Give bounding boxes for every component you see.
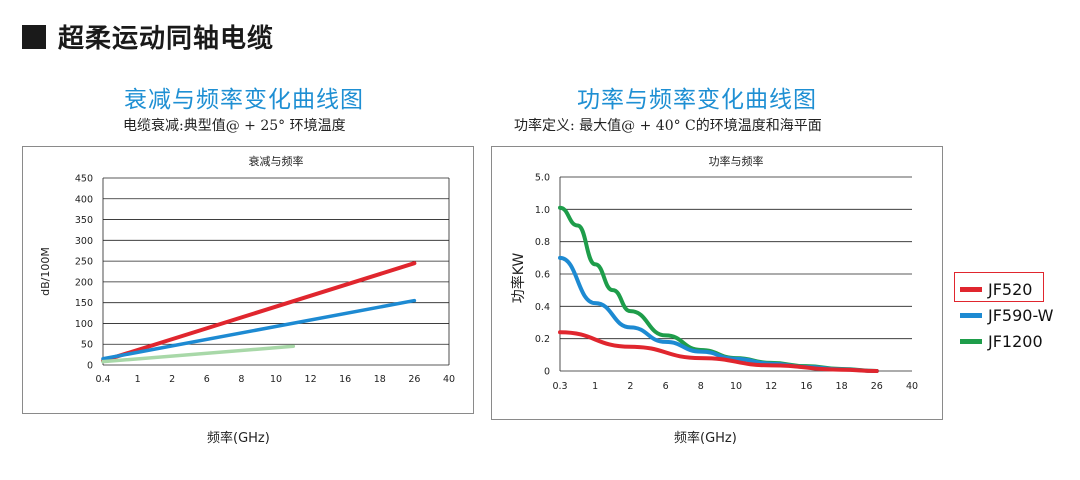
legend-swatch-jf590w — [960, 313, 982, 318]
x-tick-label: 10 — [730, 381, 742, 392]
x-tick-label: 1 — [135, 374, 141, 385]
legend-label-jf520: JF520 — [988, 280, 1033, 299]
attenuation-x-axis-label: 频率(GHz) — [207, 431, 270, 446]
x-tick-label: 26 — [408, 374, 420, 385]
x-tick-label: 2 — [627, 381, 633, 392]
series-line-jf1200 — [101, 344, 296, 364]
x-tick-label: 0.4 — [95, 374, 110, 385]
legend-label-jf1200: JF1200 — [988, 332, 1043, 351]
series-line-jf590-w — [558, 255, 879, 373]
y-tick-label: 100 — [75, 319, 93, 330]
section-header: 超柔运动同轴电缆 — [22, 18, 274, 55]
x-tick-label: 26 — [871, 381, 883, 392]
y-tick-label: 450 — [75, 174, 93, 185]
y-tick-label: 200 — [75, 277, 93, 288]
legend-highlight-box — [954, 272, 1044, 302]
y-tick-label: 300 — [75, 236, 93, 247]
x-tick-label: 16 — [339, 374, 351, 385]
x-tick-label: 18 — [374, 374, 386, 385]
x-tick-label: 6 — [663, 381, 669, 392]
x-tick-label: 10 — [270, 374, 282, 385]
x-tick-label: 2 — [169, 374, 175, 385]
y-axis-label: dB/100M — [39, 247, 52, 296]
power-chart-title: 功率与频率变化曲线图 — [577, 87, 817, 113]
y-tick-label: 0 — [87, 361, 93, 372]
legend-label-jf590w: JF590-W — [988, 306, 1054, 325]
power-x-axis-label: 频率(GHz) — [674, 431, 737, 446]
chart-title: 功率与频率 — [709, 154, 764, 168]
x-tick-label: 40 — [906, 381, 918, 392]
attenuation-chart-title: 衰减与频率变化曲线图 — [124, 87, 364, 113]
y-tick-label: 5.0 — [535, 173, 550, 184]
x-tick-label: 12 — [765, 381, 777, 392]
y-tick-label: 1.0 — [535, 205, 550, 216]
section-title: 超柔运动同轴电缆 — [58, 24, 275, 54]
series-line-jf1200 — [558, 205, 879, 373]
y-tick-label: 0.4 — [535, 302, 550, 313]
attenuation-chart-frame: 衰减与频率 0 50 100 150 200 250 300 350 400 450 0.4 1 2 6 8 1… — [22, 146, 474, 414]
y-tick-label: 400 — [75, 194, 93, 205]
x-tick-label: 8 — [698, 381, 704, 392]
power-chart-frame: 功率与频率 0 0.2 0.4 0.6 0.8 1.0 5.0 0.3 1 2 6 8 10 12 16 18 2… — [491, 146, 943, 420]
chart-title: 衰减与频率 — [249, 154, 304, 168]
x-tick-label: 0.3 — [552, 381, 567, 392]
y-tick-label: 0.8 — [535, 237, 550, 248]
y-tick-label: 350 — [75, 215, 93, 226]
series-line-jf520 — [101, 261, 417, 363]
legend-item-jf590w: JF590-W — [960, 306, 1053, 325]
legend-swatch-jf520 — [960, 287, 982, 292]
x-tick-label: 8 — [238, 374, 244, 385]
square-bullet-icon — [22, 24, 46, 49]
legend-item-jf520: JF520 — [960, 280, 1032, 299]
power-chart-subtitle: 功率定义: 最大值@ + 40° C的环境温度和海平面 — [514, 118, 822, 134]
legend-swatch-jf1200 — [960, 339, 982, 344]
y-tick-label: 0.6 — [535, 270, 550, 281]
series-line-jf520 — [558, 330, 879, 373]
y-tick-label: 0.2 — [535, 334, 550, 345]
y-tick-label: 150 — [75, 298, 93, 309]
x-tick-label: 1 — [592, 381, 598, 392]
attenuation-chart-subtitle: 电缆衰减:典型值@ + 25° 环境温度 — [123, 118, 346, 134]
y-tick-label: 50 — [81, 340, 93, 351]
y-tick-label: 0 — [544, 367, 550, 378]
y-tick-label: 250 — [75, 257, 93, 268]
x-tick-label: 18 — [836, 381, 848, 392]
y-axis-label: 功率KW — [510, 253, 527, 304]
x-tick-label: 16 — [800, 381, 812, 392]
x-tick-label: 12 — [305, 374, 317, 385]
series-line-jf590-w — [101, 298, 417, 361]
legend-item-jf1200: JF1200 — [960, 332, 1043, 351]
x-tick-label: 40 — [443, 374, 455, 385]
x-tick-label: 6 — [204, 374, 210, 385]
